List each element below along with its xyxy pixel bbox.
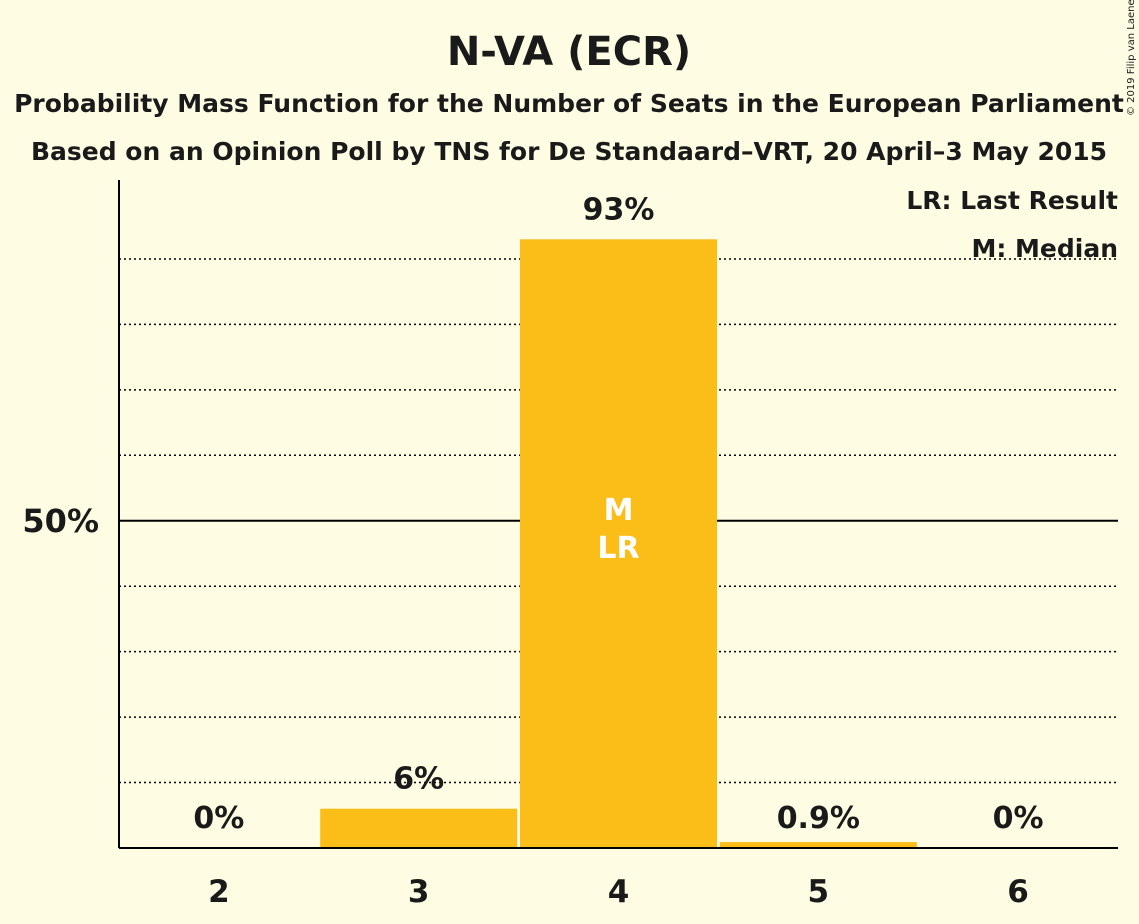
value-label-5: 0.9%: [777, 801, 860, 836]
chart-title: N-VA (ECR): [447, 29, 691, 75]
bars: [320, 239, 917, 848]
x-tick-label-4: 4: [608, 874, 630, 910]
value-label-3: 6%: [393, 762, 444, 797]
x-tick-label-2: 2: [208, 874, 230, 910]
x-tick-label-5: 5: [808, 874, 830, 910]
value-label-2: 0%: [193, 801, 244, 836]
chart-subtitle-source: Based on an Opinion Poll by TNS for De S…: [31, 137, 1107, 166]
value-label-6: 0%: [993, 801, 1044, 836]
x-tick-label-6: 6: [1007, 874, 1029, 910]
y-tick-label: 50%: [22, 502, 99, 540]
value-labels: 0% 6% 93% MLR 0.9% 0%: [193, 192, 1043, 836]
in-bar-label-m: M: [604, 493, 634, 528]
chart-subtitle: Probability Mass Function for the Number…: [14, 89, 1124, 118]
value-label-4: 93%: [583, 192, 655, 227]
in-bar-label-lr: LR: [597, 531, 639, 566]
bar-4: [520, 239, 717, 848]
axes: 50% 2 3 4 5 6: [22, 180, 1118, 910]
legend-last-result: LR: Last Result: [906, 186, 1118, 215]
bar-3: [320, 808, 518, 848]
legend-median: M: Median: [971, 234, 1118, 263]
bar-5: [719, 842, 917, 848]
copyright-notice: © 2019 Filip van Laenen: [1126, 0, 1137, 116]
x-tick-label-3: 3: [408, 874, 430, 910]
